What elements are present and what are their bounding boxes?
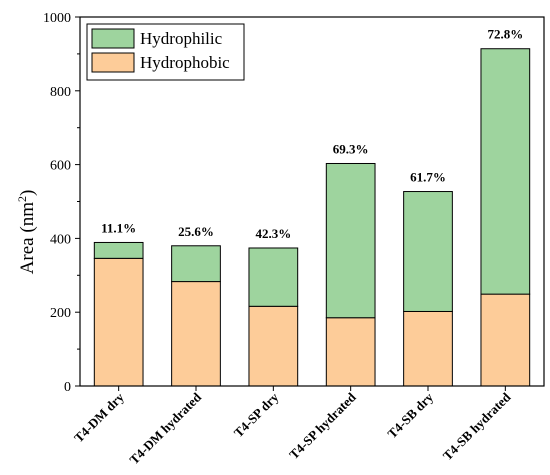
bar-hydrophobic-6 bbox=[480, 293, 531, 387]
bar-percent-label-6: 72.8% bbox=[487, 27, 523, 42]
x-tick-label: T4-SP dry bbox=[231, 389, 282, 440]
y-tick-label: 200 bbox=[50, 306, 71, 321]
bar-percent-label-5: 61.7% bbox=[410, 170, 446, 185]
bar-percent-label-4: 69.3% bbox=[333, 141, 369, 156]
bar-hydrophilic-3 bbox=[248, 247, 299, 307]
bar-hydrophilic-1 bbox=[93, 241, 144, 259]
x-tick-label: T4-DM hydrated bbox=[126, 389, 204, 467]
bar-hydrophilic-6 bbox=[480, 48, 531, 295]
y-tick-label: 800 bbox=[50, 85, 71, 100]
bar-hydrophilic-4 bbox=[325, 162, 376, 319]
x-tick-label: T4-SB hydrated bbox=[440, 389, 514, 463]
x-tick-label: T4-SP hydrated bbox=[286, 389, 359, 462]
legend-swatch-hydrophilic bbox=[91, 28, 135, 49]
legend-label-hydrophilic: Hydrophilic bbox=[140, 29, 223, 48]
legend: Hydrophilic Hydrophobic bbox=[86, 23, 245, 81]
bar-hydrophobic-2 bbox=[171, 281, 221, 387]
legend-label-hydrophobic: Hydrophobic bbox=[140, 53, 230, 72]
bar-percent-label-2: 25.6% bbox=[178, 224, 214, 239]
y-tick-label: 0 bbox=[64, 380, 71, 395]
bar-hydrophobic-4 bbox=[325, 317, 376, 387]
bar-hydrophilic-5 bbox=[403, 191, 453, 312]
y-axis-label: Area (nm2) bbox=[15, 190, 38, 275]
bar-hydrophobic-3 bbox=[248, 305, 299, 387]
x-tick-label: T4-SB dry bbox=[384, 389, 436, 441]
y-tick-label: 1000 bbox=[43, 11, 71, 26]
y-tick-label: 400 bbox=[50, 232, 71, 247]
bar-hydrophobic-1 bbox=[93, 257, 144, 387]
x-tick-label: T4-DM dry bbox=[71, 389, 127, 445]
legend-swatch-hydrophobic bbox=[91, 52, 135, 73]
x-axis-ticks: T4-DM dry T4-DM hydrated T4-SP dry T4-SP hy… bbox=[71, 386, 514, 467]
bar-hydrophobic-5 bbox=[403, 310, 453, 387]
bars-layer bbox=[93, 48, 531, 387]
bar-hydrophilic-2 bbox=[171, 245, 221, 283]
bar-labels-layer: 11.1% 25.6% 42.3% 69.3% 61.7% 72.8% bbox=[101, 27, 523, 241]
bar-percent-label-3: 42.3% bbox=[255, 226, 291, 241]
y-tick-label: 600 bbox=[50, 159, 71, 174]
y-axis-ticks: 0 200 400 600 800 1000 bbox=[43, 11, 80, 395]
bar-percent-label-1: 11.1% bbox=[101, 220, 136, 235]
